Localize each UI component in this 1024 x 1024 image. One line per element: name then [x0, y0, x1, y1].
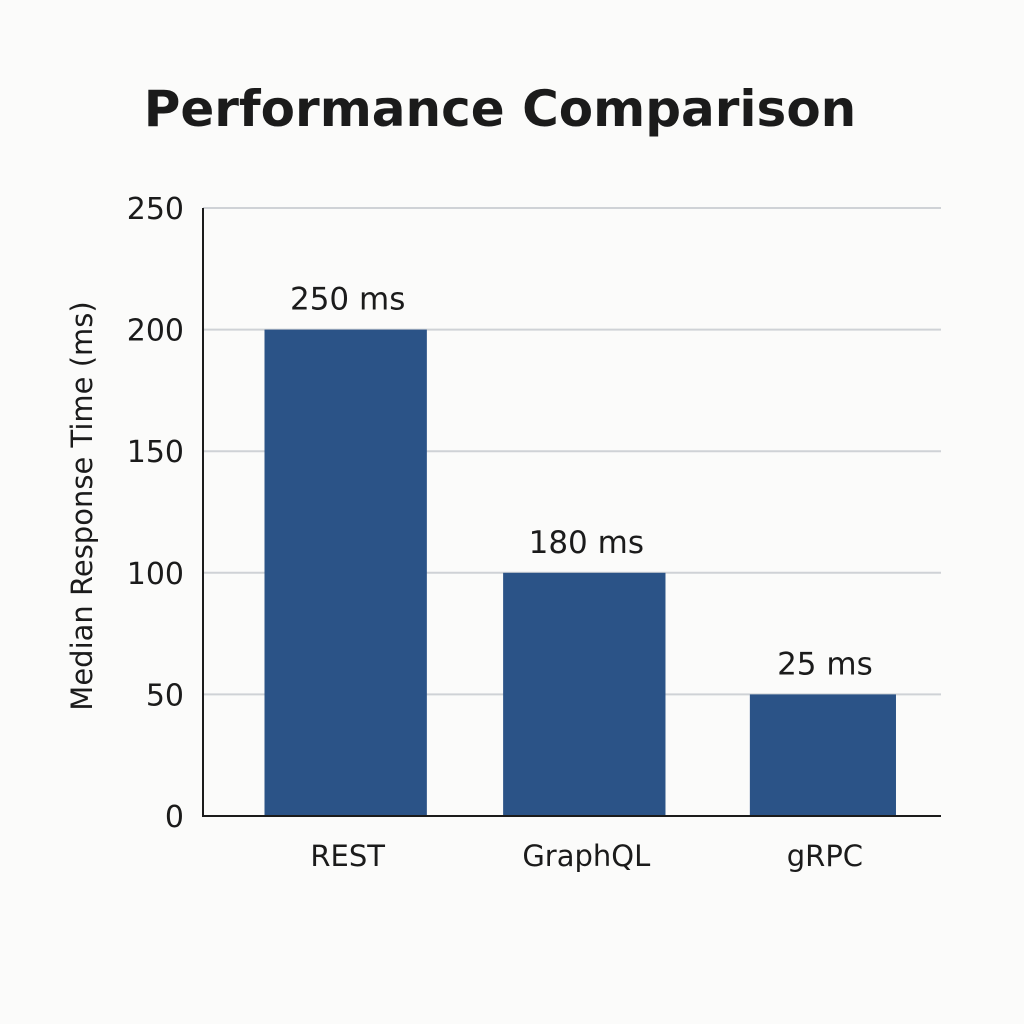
y-tick-label: 250 [127, 192, 184, 227]
y-tick-label: 50 [146, 678, 184, 713]
category-label: gRPC [787, 839, 863, 873]
y-tick-label: 100 [127, 557, 184, 592]
bars [264, 329, 896, 816]
category-label: REST [310, 839, 385, 873]
bar-rest [264, 329, 427, 816]
bar-graphql [503, 572, 666, 816]
bar-grpc [749, 694, 896, 816]
y-tick-label: 150 [127, 435, 184, 470]
y-tick-label: 200 [127, 314, 184, 349]
y-tick-label: 0 [165, 800, 184, 835]
data-labels: 250 ms 180 ms 25 ms [290, 282, 873, 683]
data-label: 250 ms [290, 282, 405, 318]
y-axis-title: Median Response Time (ms) [65, 301, 99, 710]
y-axis-ticks: 250 200 150 100 50 0 [127, 192, 184, 835]
chart-title: Performance Comparison [144, 80, 857, 138]
data-label: 180 ms [529, 525, 644, 561]
category-label: GraphQL [522, 839, 650, 873]
x-axis-categories: REST GraphQL gRPC [310, 839, 863, 873]
data-label: 25 ms [777, 646, 873, 682]
